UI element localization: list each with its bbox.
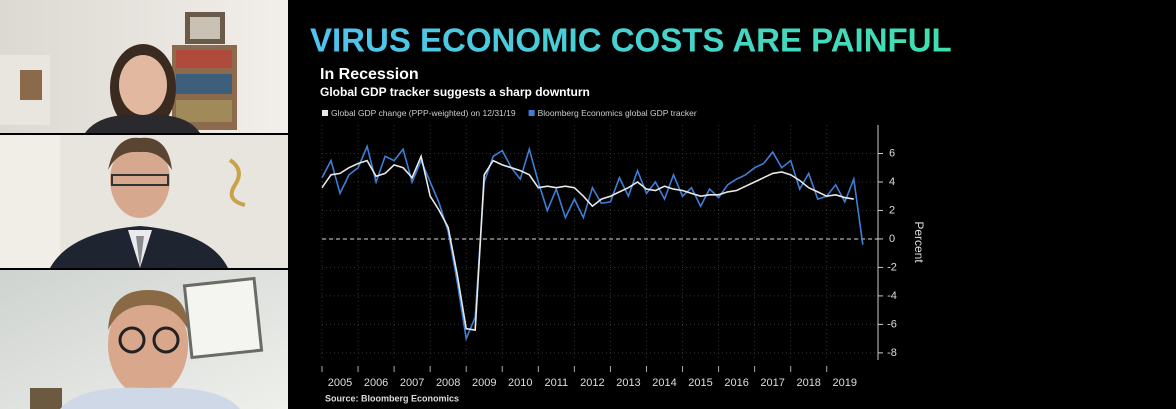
- x-tick-label: 2007: [400, 377, 424, 389]
- x-tick-label: 2015: [688, 377, 712, 389]
- y-tick-label: 2: [889, 204, 895, 216]
- legend-swatch: [322, 110, 328, 116]
- y-tick-label: -8: [887, 347, 897, 359]
- x-tick-label: 2010: [508, 377, 532, 389]
- y-tick-label: -6: [887, 318, 897, 330]
- legend-label: Bloomberg Economics global GDP tracker: [538, 108, 697, 118]
- y-axis-label: Percent: [912, 221, 926, 263]
- x-tick-label: 2016: [724, 377, 748, 389]
- y-tick-label: -2: [887, 261, 897, 273]
- x-tick-label: 2011: [545, 377, 569, 389]
- y-tick-label: -4: [887, 290, 897, 302]
- x-tick-label: 2017: [760, 377, 784, 389]
- x-tick-label: 2014: [652, 377, 676, 389]
- data-line: [321, 143, 864, 342]
- y-tick-label: 0: [889, 233, 895, 245]
- source: Source: Bloomberg Economics: [325, 393, 459, 403]
- x-tick-label: 2006: [364, 377, 388, 389]
- legend-label: Global GDP change (PPP-weighted) on 12/3…: [331, 108, 516, 118]
- video-tile: [0, 270, 288, 409]
- video-tile: [0, 135, 288, 268]
- video-tile: [0, 0, 288, 133]
- x-tick-label: 2008: [436, 377, 460, 389]
- x-tick-label: 2012: [580, 377, 604, 389]
- chart-title: In Recession: [320, 66, 419, 83]
- x-tick-label: 2018: [796, 377, 820, 389]
- x-tick-label: 2009: [472, 377, 496, 389]
- slide-title: VIRUS ECONOMIC COSTS ARE PAINFUL: [310, 22, 952, 59]
- y-tick-label: 4: [889, 176, 895, 188]
- x-tick-label: 2013: [616, 377, 640, 389]
- data-line: [321, 153, 854, 332]
- y-tick-label: 6: [889, 147, 895, 159]
- x-tick-label: 2019: [833, 377, 857, 389]
- x-tick-label: 2005: [328, 377, 352, 389]
- chart-subtitle: Global GDP tracker suggests a sharp down…: [320, 85, 590, 99]
- legend-swatch: [528, 110, 535, 116]
